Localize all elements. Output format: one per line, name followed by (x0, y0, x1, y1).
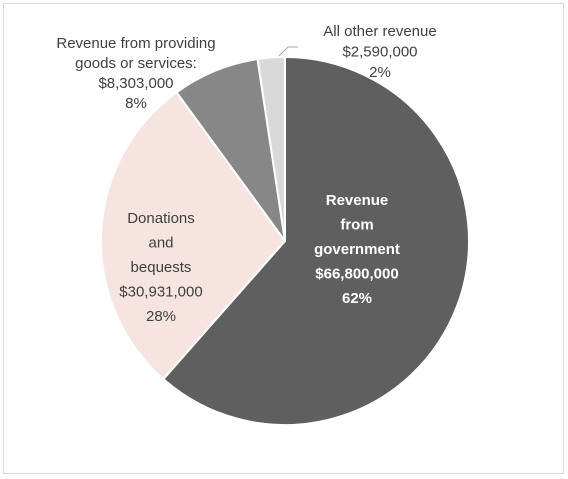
data-label-0: Revenue from government $66,800,000 62% (314, 192, 400, 307)
pie-slice-1 (100, 91, 286, 381)
pie-slices (100, 56, 470, 426)
data-label-2: Revenue from providing goods or services:… (56, 35, 215, 112)
data-label-3: All other revenue $2,590,000 2% (323, 23, 436, 81)
data-labels: Revenue from government $66,800,000 62% Donat… (56, 23, 436, 325)
data-label-1: Donations and bequests $30,931,000 28% (119, 210, 202, 325)
leader-line-3 (278, 46, 298, 57)
pie-slice-0 (162, 56, 470, 426)
leader-lines (278, 46, 298, 57)
pie-slice-3 (256, 56, 286, 242)
